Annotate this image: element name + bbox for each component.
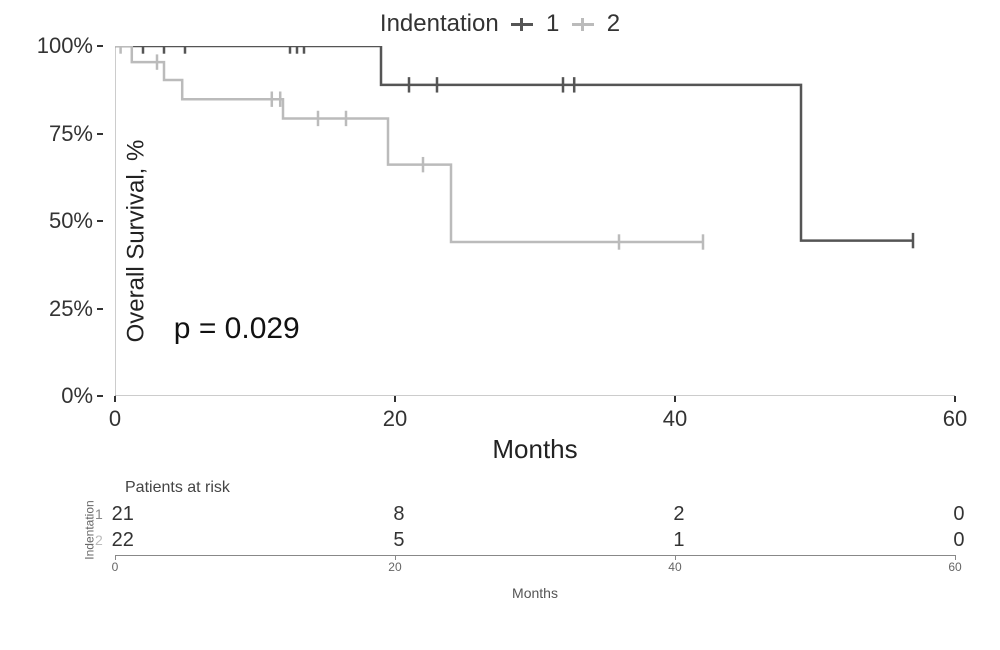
risk-cell: 8: [393, 503, 404, 526]
p-value-text: p = 0.029: [174, 312, 300, 346]
risk-x-label: Months: [115, 585, 955, 601]
x-tick-label: 40: [663, 406, 687, 432]
risk-table-title: Patients at risk: [125, 479, 980, 497]
risk-cell: 0: [953, 503, 964, 526]
risk-cell: 2: [673, 503, 684, 526]
y-tick-label: 75%: [49, 121, 93, 147]
legend: Indentation 1 2: [20, 10, 980, 42]
x-tick-label: 60: [943, 406, 967, 432]
risk-table: Indentation Patients at risk 12182022251…: [20, 479, 980, 601]
x-axis-label: Months: [115, 434, 955, 465]
risk-cell: 5: [393, 529, 404, 552]
y-tick-label: 100%: [37, 33, 93, 59]
risk-cell: 22: [112, 529, 134, 552]
plot-area: p = 0.029: [115, 46, 955, 396]
risk-row: 222510: [115, 527, 955, 553]
figure-container: Indentation 1 2 Overall Survival, % 0%25…: [20, 10, 980, 640]
risk-table-rows: 121820222510: [115, 501, 955, 553]
x-tick-label: 20: [383, 406, 407, 432]
risk-cell: 0: [953, 529, 964, 552]
x-axis-ticks: 0204060: [115, 396, 955, 436]
legend-item-2-label: 2: [607, 10, 620, 37]
risk-row: 121820: [115, 501, 955, 527]
risk-axis: 0204060: [115, 555, 955, 585]
legend-swatch-2: [572, 23, 594, 26]
km-chart: Overall Survival, % 0%25%50%75%100% p = …: [115, 46, 955, 436]
legend-title-text: Indentation: [380, 10, 499, 37]
x-tick-label: 0: [109, 406, 121, 432]
legend-item-1-label: 1: [546, 10, 559, 37]
risk-cell: 21: [112, 503, 134, 526]
y-tick-label: 25%: [49, 296, 93, 322]
y-tick-label: 50%: [49, 208, 93, 234]
legend-swatch-1: [511, 23, 533, 26]
risk-cell: 1: [673, 529, 684, 552]
y-tick-label: 0%: [61, 383, 93, 409]
